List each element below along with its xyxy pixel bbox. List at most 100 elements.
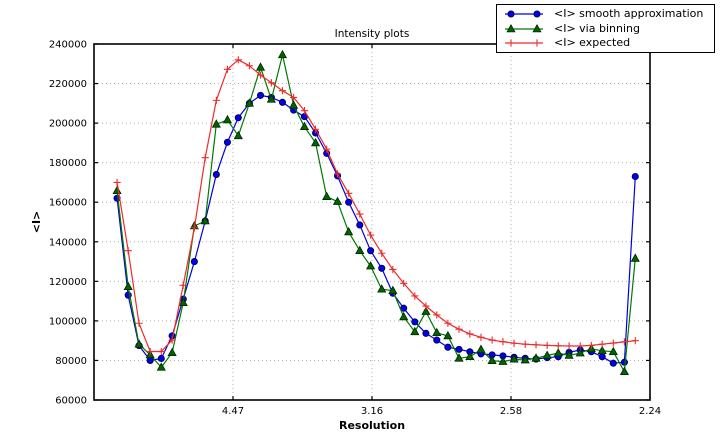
data-point-triangle	[112, 185, 122, 195]
grid-lines	[94, 44, 650, 400]
legend-label-smooth-approximation: <I> smooth approximation	[554, 6, 704, 20]
data-point-plus	[466, 330, 474, 338]
data-point-plus	[146, 347, 154, 356]
data-point-triangle	[310, 137, 321, 147]
data-series	[112, 49, 640, 376]
data-point-plus	[533, 39, 541, 47]
data-point-triangle	[366, 261, 376, 270]
y-tick-label: 140000	[49, 237, 87, 248]
data-point-triangle	[410, 326, 420, 336]
data-point-triangle	[277, 49, 288, 59]
y-tick-label: 100000	[49, 316, 87, 327]
data-point-triangle	[498, 356, 508, 365]
data-point-triangle	[222, 114, 233, 124]
data-point-triangle	[355, 245, 365, 254]
data-point-plus	[543, 341, 551, 350]
data-point-plus	[367, 231, 375, 239]
data-point-plus	[532, 341, 540, 349]
data-point-plus	[356, 210, 364, 218]
data-point-circle	[212, 170, 220, 179]
data-point-plus	[455, 325, 463, 333]
data-point-triangle	[465, 351, 475, 360]
data-point-triangle	[299, 121, 310, 130]
data-point-triangle	[443, 330, 453, 340]
y-tick-label: 240000	[49, 40, 87, 51]
data-point-plus	[444, 319, 452, 327]
x-tick-label: 2.24	[639, 406, 661, 417]
data-point-triangle	[520, 355, 530, 364]
data-point-plus	[345, 189, 353, 197]
data-point-triangle	[244, 98, 254, 107]
series-0	[113, 91, 639, 367]
data-point-triangle	[377, 284, 387, 293]
data-point-plus	[378, 249, 386, 257]
data-point-triangle	[432, 327, 442, 337]
data-point-plus	[488, 336, 496, 344]
x-tick-label: 2.58	[500, 406, 522, 417]
data-point-plus	[290, 93, 298, 101]
tick-labels: 60000 80000 100000 120000 140000 160000 180000…	[49, 40, 661, 418]
data-point-triangle	[134, 339, 144, 348]
data-point-plus	[323, 145, 331, 153]
data-point-plus	[422, 302, 430, 310]
data-point-triangle	[399, 311, 409, 321]
data-point-triangle	[211, 119, 221, 128]
data-point-plus	[507, 39, 515, 47]
data-point-triangle	[506, 23, 516, 32]
data-point-plus	[168, 336, 176, 344]
legend-marker-smooth-approximation-icon	[505, 10, 543, 18]
data-point-circle	[345, 198, 353, 206]
data-point-triangle	[487, 355, 497, 364]
data-point-plus	[609, 339, 617, 347]
data-point-plus	[521, 340, 529, 348]
series-line	[116, 54, 636, 373]
data-point-plus	[179, 281, 187, 289]
data-point-triangle	[266, 94, 276, 103]
data-point-triangle	[619, 366, 630, 376]
y-tick-label: 180000	[49, 158, 87, 169]
data-point-plus	[499, 338, 507, 346]
data-point-plus	[311, 125, 320, 133]
data-point-circle	[234, 114, 242, 122]
data-point-triangle	[123, 281, 133, 290]
plot-frame	[93, 43, 651, 401]
data-point-triangle	[156, 362, 166, 371]
data-point-circle	[278, 98, 287, 106]
data-point-plus	[510, 339, 518, 347]
legend-marker-via-binning-icon	[505, 23, 543, 32]
data-point-plus	[190, 224, 198, 232]
legend: <I> smooth approximation <I> via binning…	[496, 4, 715, 53]
data-point-plus	[124, 247, 132, 255]
data-point-circle	[411, 318, 419, 326]
data-point-triangle	[388, 285, 398, 294]
data-point-plus	[433, 311, 441, 319]
data-point-plus	[477, 333, 485, 341]
data-point-circle	[190, 258, 198, 266]
data-point-triangle	[575, 348, 585, 357]
data-point-plus	[587, 341, 595, 350]
data-point-triangle	[178, 297, 188, 306]
data-point-triangle	[454, 353, 464, 362]
data-point-circle	[631, 172, 639, 181]
data-point-plus	[400, 279, 408, 287]
data-point-plus	[411, 292, 419, 300]
data-point-circle	[507, 10, 515, 18]
data-point-plus	[389, 265, 397, 274]
data-point-triangle	[532, 23, 542, 32]
x-axis-label: Resolution	[339, 419, 405, 432]
legend-label-expected: <I> expected	[554, 36, 631, 50]
data-point-circle	[455, 345, 463, 353]
data-point-circle	[367, 247, 375, 255]
data-point-circle	[157, 354, 165, 363]
data-point-circle	[422, 329, 430, 337]
legend-item-smooth-approximation: <I> smooth approximation	[501, 7, 710, 21]
data-point-plus	[201, 154, 209, 162]
data-point-plus	[300, 107, 309, 115]
legend-label-via-binning: <I> via binning	[554, 21, 640, 35]
data-point-plus	[212, 96, 220, 104]
data-point-plus	[620, 338, 629, 346]
data-point-triangle	[289, 100, 299, 109]
series-1	[112, 49, 640, 376]
data-point-triangle	[332, 196, 343, 205]
